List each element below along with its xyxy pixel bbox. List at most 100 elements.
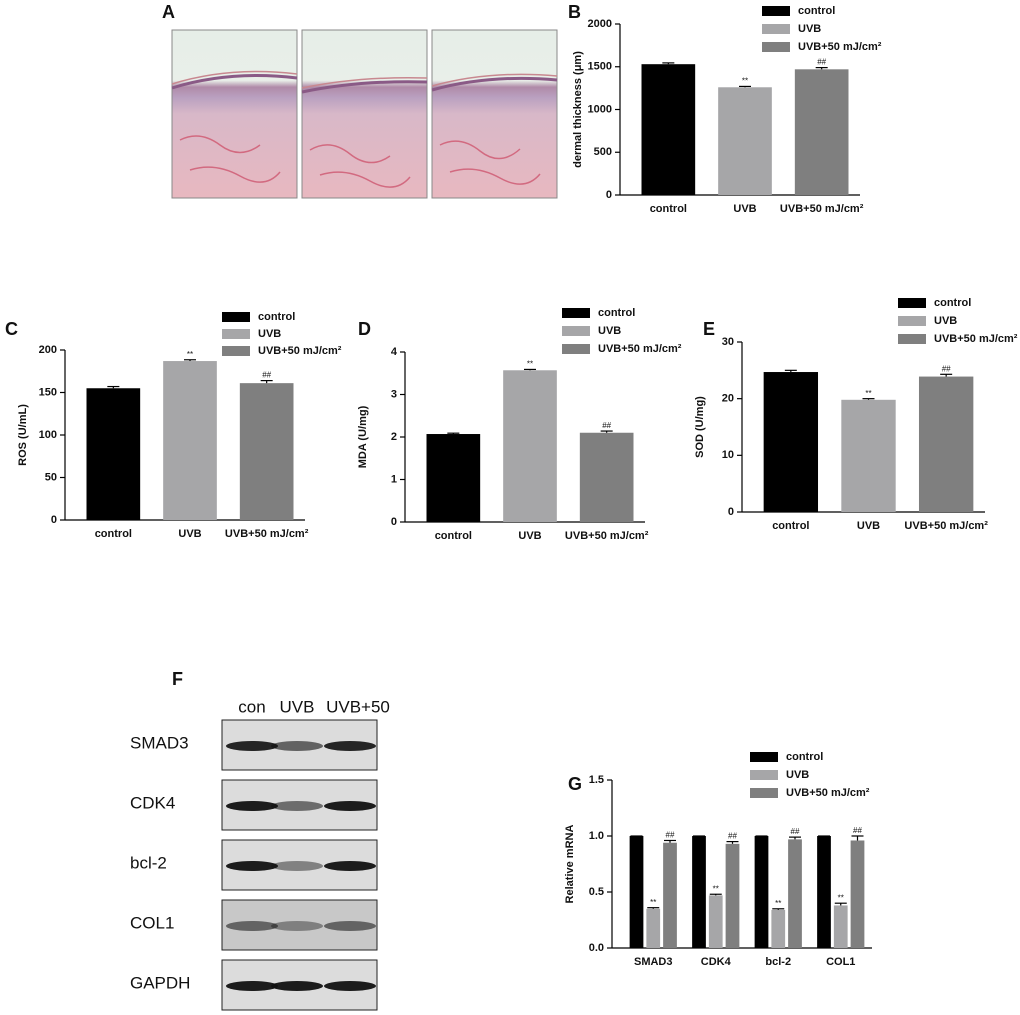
lane-label: con — [238, 697, 265, 716]
x-tick-label: control — [95, 528, 132, 540]
x-tick-label: bcl-2 — [765, 956, 791, 968]
y-tick-label: 0 — [51, 514, 57, 526]
legend-label: control — [798, 5, 835, 17]
significance: ## — [853, 826, 862, 835]
panel-label: D — [358, 319, 371, 339]
legend-label: UVB+50 mJ/cm² — [786, 787, 870, 799]
legend-swatch — [562, 308, 590, 318]
panel-label: C — [5, 319, 18, 339]
significance: ** — [742, 77, 748, 86]
x-tick-label: UVB+50 mJ/cm² — [225, 528, 309, 540]
band — [271, 921, 323, 931]
lane-label: UVB — [280, 697, 315, 716]
bar — [579, 432, 634, 522]
legend-swatch — [762, 42, 790, 52]
legend-label: control — [934, 297, 971, 309]
band — [324, 981, 376, 991]
legend-label: UVB — [934, 315, 957, 327]
lane-label: UVB+50 — [326, 697, 390, 716]
bar — [426, 434, 481, 522]
y-tick-label: 1500 — [588, 61, 612, 73]
panel-label: E — [703, 319, 715, 339]
x-tick-label: control — [772, 520, 809, 532]
legend-swatch — [898, 316, 926, 326]
band-label: CDK4 — [130, 793, 175, 812]
legend-swatch — [562, 344, 590, 354]
legend-swatch — [222, 312, 250, 322]
significance: ## — [817, 58, 826, 67]
legend-label: UVB+50 mJ/cm² — [598, 343, 682, 355]
legend-label: UVB — [786, 769, 809, 781]
band — [324, 741, 376, 751]
legend-label: UVB — [798, 23, 821, 35]
bar — [503, 370, 557, 522]
band — [226, 981, 278, 991]
band-label: SMAD3 — [130, 733, 189, 752]
x-tick-label: UVB — [733, 203, 756, 215]
x-tick-label: UVB — [518, 530, 541, 542]
bar — [918, 376, 974, 512]
bar — [86, 388, 141, 520]
bar — [850, 840, 865, 948]
bar — [725, 843, 740, 948]
legend-swatch — [750, 788, 778, 798]
legend-swatch — [762, 24, 790, 34]
bar — [794, 69, 849, 195]
legend-label: control — [258, 311, 295, 323]
significance: ** — [838, 893, 844, 902]
band — [226, 741, 278, 751]
legend-swatch — [898, 334, 926, 344]
legend-swatch — [762, 6, 790, 16]
band — [271, 861, 323, 871]
legend-swatch — [898, 298, 926, 308]
legend-label: control — [786, 751, 823, 763]
bar — [771, 909, 786, 948]
y-tick-label: 1.0 — [589, 830, 604, 842]
legend-swatch — [750, 770, 778, 780]
bar — [629, 836, 644, 948]
bar — [239, 383, 294, 520]
y-tick-label: 0 — [391, 516, 397, 528]
y-tick-label: 200 — [39, 344, 57, 356]
significance: ** — [187, 350, 193, 359]
bar — [718, 87, 772, 195]
y-axis-label: SOD (U/mg) — [694, 396, 706, 458]
band — [226, 921, 278, 931]
significance: ## — [728, 832, 737, 841]
legend-swatch — [222, 346, 250, 356]
x-tick-label: COL1 — [826, 956, 855, 968]
y-tick-label: 0 — [606, 189, 612, 201]
band — [271, 981, 323, 991]
y-axis-label: MDA (U/mg) — [357, 405, 369, 468]
bar — [692, 836, 706, 948]
y-tick-label: 50 — [45, 471, 57, 483]
y-tick-label: 30 — [722, 336, 734, 348]
bar — [841, 399, 896, 512]
legend-label: UVB — [258, 328, 281, 340]
bar — [763, 372, 819, 512]
y-tick-label: 150 — [39, 386, 57, 398]
significance: ## — [602, 421, 611, 430]
x-tick-label: UVB — [857, 520, 880, 532]
significance: ## — [942, 364, 951, 373]
y-tick-label: 3 — [391, 388, 397, 400]
panel-label: B — [568, 2, 581, 22]
legend-swatch — [750, 752, 778, 762]
bar — [817, 836, 831, 948]
significance: ** — [865, 389, 871, 398]
y-tick-label: 0 — [728, 506, 734, 518]
band — [271, 741, 323, 751]
band — [324, 801, 376, 811]
y-axis-label: dermal thickness (μm) — [572, 51, 584, 168]
legend-label: UVB+50 mJ/cm² — [934, 333, 1018, 345]
y-tick-label: 20 — [722, 393, 734, 405]
legend-label: UVB+50 mJ/cm² — [258, 345, 342, 357]
x-tick-label: CDK4 — [701, 956, 732, 968]
bar — [833, 905, 848, 948]
y-tick-label: 500 — [594, 146, 612, 158]
bar — [163, 361, 217, 520]
band — [226, 801, 278, 811]
x-tick-label: control — [435, 530, 472, 542]
y-tick-label: 2000 — [588, 18, 612, 30]
x-tick-label: control — [650, 203, 687, 215]
